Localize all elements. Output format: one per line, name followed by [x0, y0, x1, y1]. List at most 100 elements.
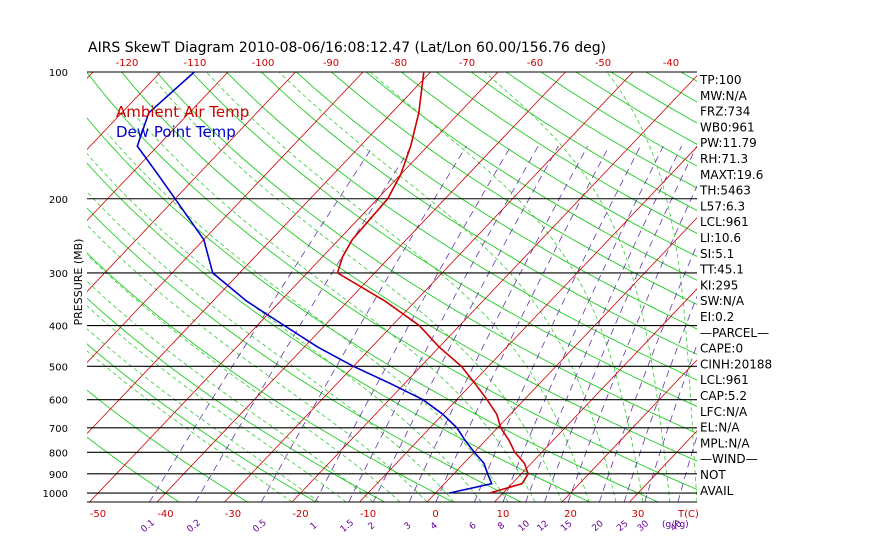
- mixing-ratio-line: [314, 145, 512, 502]
- dew-point-temp-line: [136, 72, 493, 494]
- moist-adiabat-line: [87, 305, 347, 502]
- bottom-temperature-tick-label: -30: [225, 509, 241, 520]
- isotherm-line: [87, 72, 364, 364]
- isotherm-line: [224, 72, 634, 502]
- pressure-tick-label: 800: [49, 448, 68, 459]
- legend-ambient-air-temp: Ambient Air Temp: [116, 103, 249, 121]
- mixing-ratio-tick-label: 2: [367, 521, 378, 532]
- mixing-ratio-tick-label: 4: [429, 521, 440, 533]
- stat-entry: TP:100: [699, 73, 742, 87]
- stat-entry: MAXT:19.6: [700, 168, 763, 182]
- dry-adiabat-line: [87, 72, 697, 490]
- pressure-tick-label: 1000: [43, 489, 68, 500]
- pressure-tick-label: 500: [49, 362, 68, 373]
- isotherm-line: [832, 72, 870, 502]
- dry-adiabat-line: [401, 72, 697, 258]
- mixing-ratio-tick-label: 12: [536, 519, 551, 534]
- dry-adiabat-line: [87, 117, 659, 502]
- moist-adiabat-line: [484, 72, 671, 502]
- isotherm-line: [87, 72, 161, 150]
- stat-entry: FRZ:734: [700, 105, 750, 119]
- stat-entry: —PARCEL—: [700, 326, 769, 340]
- bottom-temperature-tick-labels: -50 -40 -30 -20 -10 0 10 20 30: [90, 509, 645, 520]
- mixing-ratio-tick-label: 0.2: [186, 518, 203, 535]
- mixing-ratio-tick-label: 1: [309, 521, 320, 532]
- bottom-temperature-tick-label: 0: [432, 509, 438, 520]
- top-temperature-tick-label: -80: [391, 58, 407, 69]
- top-temperature-tick-label: -120: [116, 58, 139, 69]
- moist-adiabat-line: [87, 254, 401, 502]
- bottom-temperature-tick-label: -50: [90, 509, 106, 520]
- stat-entry: SW:N/A: [700, 294, 745, 308]
- stat-entry: LCL:961: [700, 373, 749, 387]
- stat-entry: TT:45.1: [699, 263, 744, 277]
- pressure-tick-label: 300: [49, 269, 68, 280]
- moist-adiabat-line: [87, 191, 455, 502]
- stat-entry: AVAIL: [700, 484, 734, 498]
- top-temperature-tick-labels: -120 -110 -100 -90 -80 -70 -60 -50 -40: [116, 58, 680, 69]
- isotherm-line: [561, 359, 697, 502]
- stat-entry: CINH:20188: [700, 357, 772, 371]
- moist-adiabat-line: [278, 72, 617, 502]
- stat-entry: NOT: [700, 468, 726, 482]
- dry-adiabat-line: [331, 72, 697, 305]
- mixing-ratio-line: [149, 145, 374, 502]
- mixing-ratio-tick-label: 1.5: [339, 518, 356, 535]
- stat-entry: EL:N/A: [700, 421, 740, 435]
- pressure-tick-labels: 100 200 300 400 500 600 700 800 900 1000: [43, 68, 68, 500]
- mixing-ratio-tick-label: 10: [517, 519, 532, 534]
- pressure-tick-label: 200: [49, 195, 68, 206]
- stat-entry: SI:5.1: [700, 247, 734, 261]
- isotherm-line: [765, 72, 870, 502]
- top-temperature-tick-label: -70: [459, 58, 475, 69]
- dry-adiabat-line: [366, 72, 697, 281]
- bottom-temperature-tick-label: -10: [360, 509, 376, 520]
- dry-adiabat-line: [505, 72, 697, 189]
- stat-entry: PW:11.79: [700, 136, 757, 150]
- top-temperature-tick-label: -100: [252, 58, 275, 69]
- mixing-ratio-line: [408, 145, 588, 502]
- mixing-ratio-unit-label: (g/kg): [662, 520, 689, 530]
- bottom-temperature-tick-label: -40: [157, 509, 173, 520]
- mixing-ratio-tick-label: 8: [496, 521, 507, 533]
- bottom-temperature-tick-label: -20: [292, 509, 308, 520]
- dry-adiabats: [87, 72, 697, 502]
- isotherm-line: [291, 75, 697, 502]
- mixing-ratio-line: [544, 145, 697, 502]
- stat-entry: MPL:N/A: [700, 436, 750, 450]
- dry-adiabat-line: [296, 72, 697, 330]
- isotherm-line: [87, 72, 229, 222]
- dry-adiabat-line: [261, 72, 697, 355]
- stat-entry: MW:N/A: [700, 89, 748, 103]
- moist-adiabat-line: [606, 72, 697, 502]
- moist-adiabat-line: [370, 72, 644, 502]
- stat-entry: CAP:5.2: [700, 389, 747, 403]
- isotherm-line: [87, 72, 296, 293]
- isotherm-line: [87, 72, 431, 435]
- isotherm-line: [89, 72, 499, 502]
- isobars: [87, 71, 697, 503]
- moist-adiabat-line: [206, 72, 590, 502]
- x-axis-label: T(C): [677, 509, 699, 520]
- bottom-temperature-tick-label: 30: [632, 509, 645, 520]
- dry-adiabat-line: [156, 72, 697, 434]
- stat-entry: LCL:961: [700, 215, 749, 229]
- bottom-temperature-tick-label: 20: [564, 509, 577, 520]
- bottom-temperature-tick-label: 10: [497, 509, 510, 520]
- stat-entry: LFC:N/A: [700, 405, 748, 419]
- dry-adiabat-line: [87, 297, 385, 502]
- sounding-series: [136, 72, 529, 494]
- stat-entry: LI:10.6: [700, 231, 741, 245]
- mixing-ratio-tick-label: 6: [468, 521, 479, 533]
- mixing-ratio-tick-label: 3: [403, 521, 414, 532]
- moist-adiabats: [87, 72, 697, 502]
- top-temperature-tick-label: -110: [184, 58, 207, 69]
- stat-entry: CAPE:0: [700, 342, 743, 356]
- stat-entry: RH:71.3: [700, 152, 748, 166]
- dry-adiabat-line: [87, 207, 522, 502]
- moist-adiabat-line: [87, 350, 293, 502]
- ambient-air-temp-line: [336, 72, 529, 494]
- pressure-tick-label: 600: [49, 396, 68, 407]
- stat-entry: L57:6.3: [700, 199, 745, 213]
